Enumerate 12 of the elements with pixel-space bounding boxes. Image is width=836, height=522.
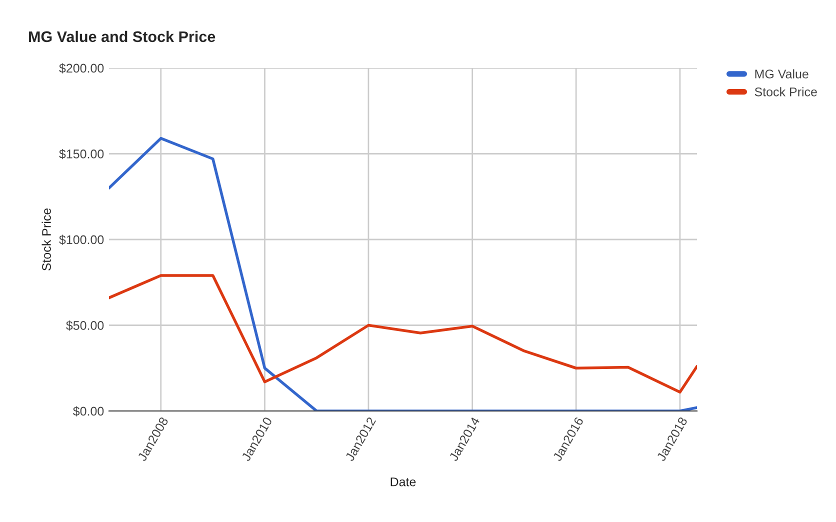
y-tick-label: $150.00 — [59, 149, 104, 160]
y-tick-label: $200.00 — [59, 63, 104, 74]
line-series — [109, 136, 697, 411]
y-tick-label: $50.00 — [66, 320, 104, 331]
chart-title: MG Value and Stock Price — [29, 30, 216, 42]
legend-label: Stock Price — [754, 87, 817, 96]
line-series — [109, 274, 697, 394]
y-tick-label: $100.00 — [59, 234, 104, 245]
y-axis-title: Stock Price — [42, 208, 51, 271]
x-axis-title: Date — [390, 478, 416, 486]
y-tick-label: $0.00 — [72, 406, 104, 416]
legend-label: MG Value — [755, 69, 808, 78]
